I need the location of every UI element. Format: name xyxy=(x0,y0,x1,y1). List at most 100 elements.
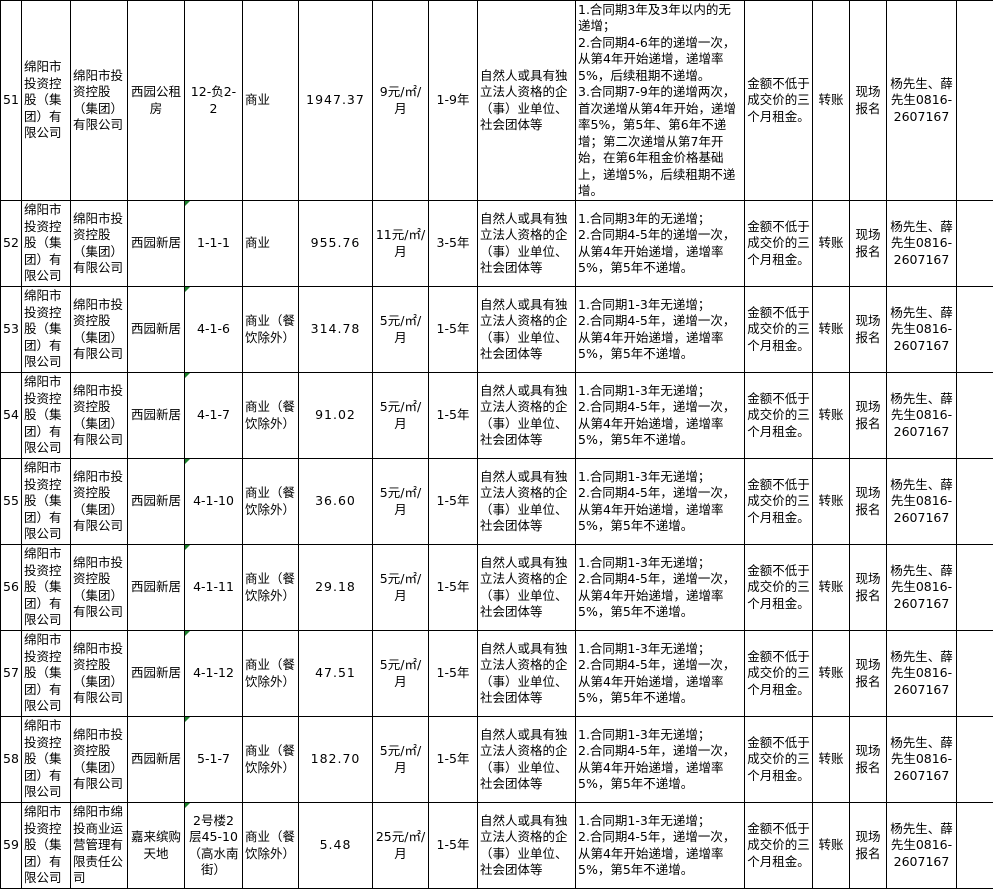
contact-cell[interactable]: 杨先生、薛先生0816-2607167 xyxy=(886,544,957,631)
use-cell[interactable]: 商业（餐饮除外） xyxy=(242,802,299,889)
payment-cell[interactable]: 转账 xyxy=(812,802,850,889)
payment-cell[interactable]: 转账 xyxy=(812,544,850,631)
area-cell[interactable]: 36.60 xyxy=(298,458,373,545)
registration-cell[interactable]: 现场报名 xyxy=(849,716,887,803)
operator-cell[interactable]: 绵阳市投资控股（集团）有限公司 xyxy=(70,286,128,373)
rent-increase-cell[interactable]: 1.合同期1-3年无递增； 2.合同期4-5年，递增一次，从第4年开始递增，递增… xyxy=(575,630,745,717)
deposit-cell[interactable]: 金额不低于成交价的三个月租金。 xyxy=(744,544,813,631)
rent-increase-cell[interactable]: 1.合同期1-3年无递增； 2.合同期4-5年，递增一次，从第4年开始递增，递增… xyxy=(575,802,745,889)
unit-cell[interactable]: 4-1-11 xyxy=(184,544,243,631)
table-row[interactable]: 53 绵阳市投资控股（集团）有限公司 绵阳市投资控股（集团）有限公司 西园新居 4-1-… xyxy=(0,286,993,373)
use-cell[interactable]: 商业（餐饮除外） xyxy=(242,716,299,803)
table-row[interactable]: 54 绵阳市投资控股（集团）有限公司 绵阳市投资控股（集团）有限公司 西园新居 4-1-… xyxy=(0,372,993,459)
term-cell[interactable]: 3-5年 xyxy=(428,200,478,287)
row-number-cell[interactable]: 51 xyxy=(0,0,22,201)
project-cell[interactable]: 西园新居 xyxy=(127,544,185,631)
operator-cell[interactable]: 绵阳市投资控股（集团）有限公司 xyxy=(70,716,128,803)
row-number-cell[interactable]: 55 xyxy=(0,458,22,545)
eligibility-cell[interactable]: 自然人或具有独立法人资格的企（事）业单位、社会团体等 xyxy=(477,544,576,631)
rent-increase-cell[interactable]: 1.合同期1-3年无递增； 2.合同期4-5年，递增一次，从第4年开始递增，递增… xyxy=(575,372,745,459)
unit-cell[interactable]: 4-1-10 xyxy=(184,458,243,545)
payment-cell[interactable]: 转账 xyxy=(812,372,850,459)
project-cell[interactable]: 西园新居 xyxy=(127,716,185,803)
owner-cell[interactable]: 绵阳市投资控股（集团）有限公司 xyxy=(21,630,71,717)
table-row[interactable]: 59 绵阳市投资控股（集团）有限公司 绵阳市绵投商业运营管理有限责任公司 嘉来缤购天地… xyxy=(0,802,993,889)
deposit-cell[interactable]: 金额不低于成交价的三个月租金。 xyxy=(744,630,813,717)
payment-cell[interactable]: 转账 xyxy=(812,630,850,717)
term-cell[interactable]: 1-5年 xyxy=(428,372,478,459)
registration-cell[interactable]: 现场报名 xyxy=(849,630,887,717)
use-cell[interactable]: 商业 xyxy=(242,200,299,287)
area-cell[interactable]: 29.18 xyxy=(298,544,373,631)
owner-cell[interactable]: 绵阳市投资控股（集团）有限公司 xyxy=(21,372,71,459)
price-cell[interactable]: 9元/㎡/月 xyxy=(372,0,429,201)
eligibility-cell[interactable]: 自然人或具有独立法人资格的企（事）业单位、社会团体等 xyxy=(477,286,576,373)
term-cell[interactable]: 1-5年 xyxy=(428,716,478,803)
operator-cell[interactable]: 绵阳市投资控股（集团）有限公司 xyxy=(70,372,128,459)
row-number-cell[interactable]: 54 xyxy=(0,372,22,459)
owner-cell[interactable]: 绵阳市投资控股（集团）有限公司 xyxy=(21,458,71,545)
area-cell[interactable]: 1947.37 xyxy=(298,0,373,201)
unit-cell[interactable]: 4-1-7 xyxy=(184,372,243,459)
payment-cell[interactable]: 转账 xyxy=(812,0,850,201)
deposit-cell[interactable]: 金额不低于成交价的三个月租金。 xyxy=(744,286,813,373)
area-cell[interactable]: 91.02 xyxy=(298,372,373,459)
eligibility-cell[interactable]: 自然人或具有独立法人资格的企（事）业单位、社会团体等 xyxy=(477,630,576,717)
registration-cell[interactable]: 现场报名 xyxy=(849,802,887,889)
term-cell[interactable]: 1-5年 xyxy=(428,630,478,717)
row-number-cell[interactable]: 53 xyxy=(0,286,22,373)
price-cell[interactable]: 5元/㎡/月 xyxy=(372,372,429,459)
price-cell[interactable]: 5元/㎡/月 xyxy=(372,630,429,717)
registration-cell[interactable]: 现场报名 xyxy=(849,544,887,631)
eligibility-cell[interactable]: 自然人或具有独立法人资格的企（事）业单位、社会团体等 xyxy=(477,716,576,803)
row-number-cell[interactable]: 57 xyxy=(0,630,22,717)
area-cell[interactable]: 47.51 xyxy=(298,630,373,717)
deposit-cell[interactable]: 金额不低于成交价的三个月租金。 xyxy=(744,200,813,287)
extra-cell[interactable] xyxy=(956,630,993,717)
table-row[interactable]: 55 绵阳市投资控股（集团）有限公司 绵阳市投资控股（集团）有限公司 西园新居 4-1-… xyxy=(0,458,993,545)
term-cell[interactable]: 1-5年 xyxy=(428,286,478,373)
extra-cell[interactable] xyxy=(956,544,993,631)
project-cell[interactable]: 西园公租房 xyxy=(127,0,185,201)
project-cell[interactable]: 西园新居 xyxy=(127,458,185,545)
extra-cell[interactable] xyxy=(956,802,993,889)
area-cell[interactable]: 314.78 xyxy=(298,286,373,373)
rent-increase-cell[interactable]: 1.合同期3年及3年以内的无递增； 2.合同期4-6年的递增一次，从第4年开始递… xyxy=(575,0,745,201)
term-cell[interactable]: 1-5年 xyxy=(428,544,478,631)
owner-cell[interactable]: 绵阳市投资控股（集团）有限公司 xyxy=(21,0,71,201)
area-cell[interactable]: 182.70 xyxy=(298,716,373,803)
rent-increase-cell[interactable]: 1.合同期3年的无递增； 2.合同期4-5年的递增一次，从第4年开始递增，递增率… xyxy=(575,200,745,287)
eligibility-cell[interactable]: 自然人或具有独立法人资格的企（事）业单位、社会团体等 xyxy=(477,372,576,459)
contact-cell[interactable]: 杨先生、薛先生0816-2607167 xyxy=(886,0,957,201)
deposit-cell[interactable]: 金额不低于成交价的三个月租金。 xyxy=(744,716,813,803)
row-number-cell[interactable]: 56 xyxy=(0,544,22,631)
area-cell[interactable]: 5.48 xyxy=(298,802,373,889)
registration-cell[interactable]: 现场报名 xyxy=(849,286,887,373)
contact-cell[interactable]: 杨先生、薛先生0816-2607167 xyxy=(886,372,957,459)
extra-cell[interactable] xyxy=(956,286,993,373)
table-row[interactable]: 57 绵阳市投资控股（集团）有限公司 绵阳市投资控股（集团）有限公司 西园新居 4-1-… xyxy=(0,630,993,717)
project-cell[interactable]: 西园新居 xyxy=(127,630,185,717)
unit-cell[interactable]: 4-1-6 xyxy=(184,286,243,373)
term-cell[interactable]: 1-5年 xyxy=(428,802,478,889)
use-cell[interactable]: 商业（餐饮除外） xyxy=(242,630,299,717)
operator-cell[interactable]: 绵阳市投资控股（集团）有限公司 xyxy=(70,0,128,201)
contact-cell[interactable]: 杨先生、薛先生0816-2607167 xyxy=(886,716,957,803)
project-cell[interactable]: 西园新居 xyxy=(127,200,185,287)
payment-cell[interactable]: 转账 xyxy=(812,458,850,545)
contact-cell[interactable]: 杨先生、薛先生0816-2607167 xyxy=(886,802,957,889)
rent-increase-cell[interactable]: 1.合同期1-3年无递增； 2.合同期4-5年，递增一次，从第4年开始递增，递增… xyxy=(575,286,745,373)
extra-cell[interactable] xyxy=(956,0,993,201)
eligibility-cell[interactable]: 自然人或具有独立法人资格的企（事）业单位、社会团体等 xyxy=(477,802,576,889)
registration-cell[interactable]: 现场报名 xyxy=(849,458,887,545)
row-number-cell[interactable]: 52 xyxy=(0,200,22,287)
term-cell[interactable]: 1-5年 xyxy=(428,458,478,545)
project-cell[interactable]: 西园新居 xyxy=(127,286,185,373)
term-cell[interactable]: 1-9年 xyxy=(428,0,478,201)
price-cell[interactable]: 11元/㎡/月 xyxy=(372,200,429,287)
owner-cell[interactable]: 绵阳市投资控股（集团）有限公司 xyxy=(21,200,71,287)
unit-cell[interactable]: 2号楼2层45-10（高水南街） xyxy=(184,802,243,889)
operator-cell[interactable]: 绵阳市投资控股（集团）有限公司 xyxy=(70,458,128,545)
payment-cell[interactable]: 转账 xyxy=(812,286,850,373)
owner-cell[interactable]: 绵阳市投资控股（集团）有限公司 xyxy=(21,802,71,889)
